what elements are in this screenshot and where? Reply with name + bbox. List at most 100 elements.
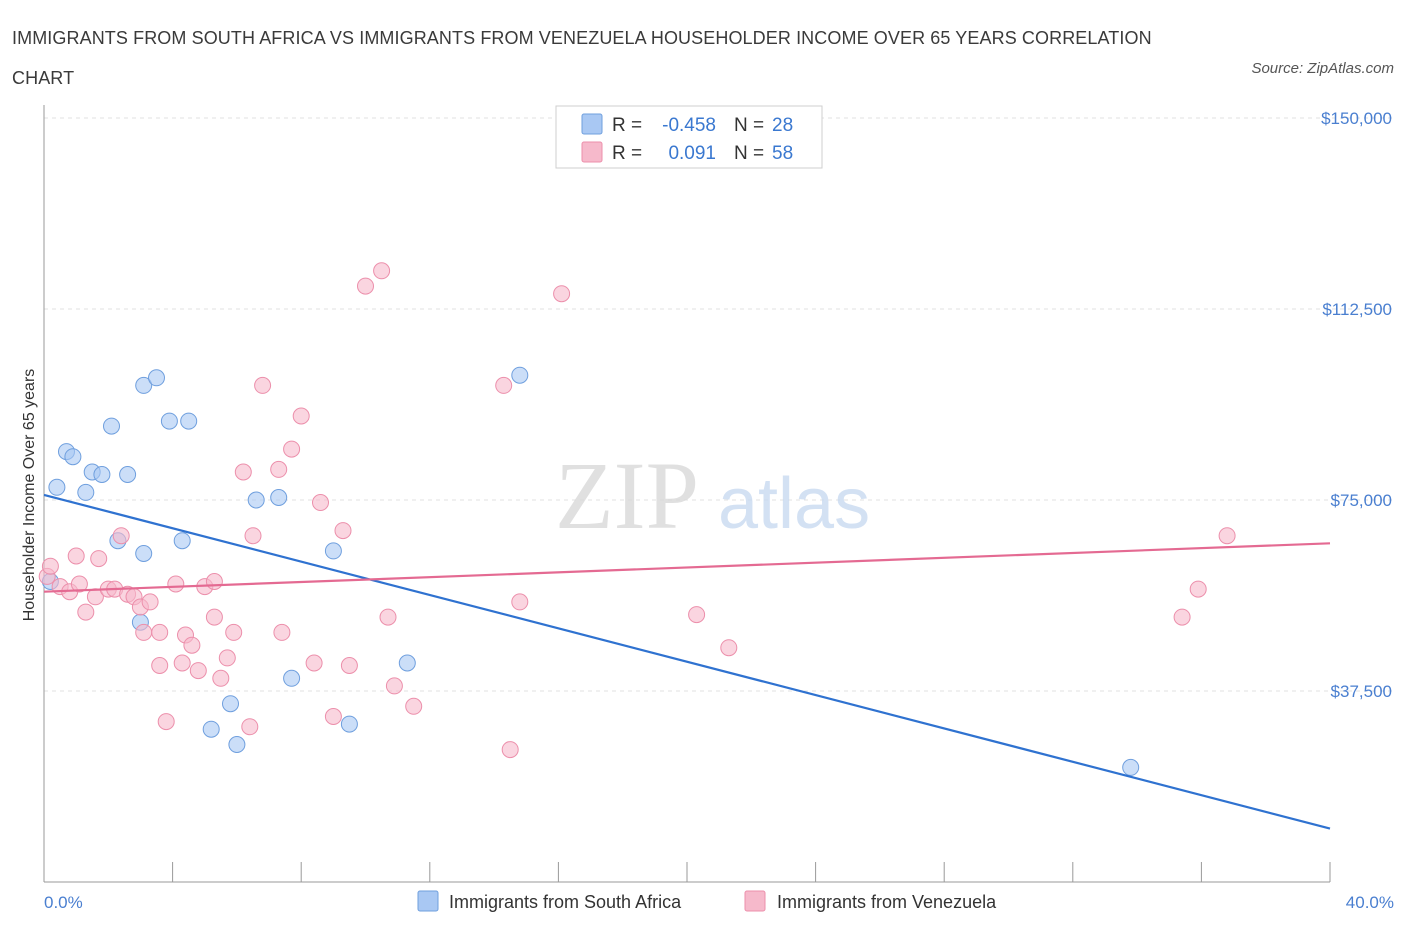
point-series1-20 xyxy=(167,575,185,593)
point-series1-8 xyxy=(90,550,108,568)
trend-line-series1 xyxy=(43,542,1331,593)
point-series0-25 xyxy=(398,654,416,672)
x-min-label: 0.0% xyxy=(44,893,83,912)
point-series1-37 xyxy=(283,440,301,458)
point-series1-35 xyxy=(270,460,288,478)
trend-lines xyxy=(43,493,1331,830)
series-legend: Immigrants from South Africa Immigrants … xyxy=(417,890,997,912)
point-series1-19 xyxy=(157,713,175,731)
point-series1-55 xyxy=(1173,608,1191,626)
point-series1-56 xyxy=(1189,580,1207,598)
legend-r-label-1: R = xyxy=(612,115,642,136)
legend-r-value-2: 0.091 xyxy=(668,143,716,164)
point-series1-54 xyxy=(720,639,738,657)
point-series1-49 xyxy=(495,376,513,394)
point-series1-31 xyxy=(234,463,252,481)
point-series1-1 xyxy=(41,557,59,575)
point-series1-6 xyxy=(77,603,95,621)
point-series0-23 xyxy=(324,542,342,560)
point-series1-21 xyxy=(173,654,191,672)
y-tick-label-1: $75,000 xyxy=(1331,491,1392,510)
point-series0-3 xyxy=(64,448,82,466)
point-series1-17 xyxy=(151,623,169,641)
point-series1-46 xyxy=(379,608,397,626)
point-series0-1 xyxy=(48,478,66,496)
point-series1-16 xyxy=(141,593,159,611)
legend-n-value-1: 28 xyxy=(772,115,793,136)
y-tick-label-3: $150,000 xyxy=(1321,109,1392,128)
point-series1-4 xyxy=(67,547,85,565)
point-series0-14 xyxy=(160,412,178,430)
point-series1-45 xyxy=(373,262,391,280)
point-series1-48 xyxy=(405,697,423,715)
point-series0-7 xyxy=(103,417,120,435)
legend-swatch-south-africa xyxy=(581,113,603,135)
legend-swatch-venezuela xyxy=(581,141,603,163)
y-tick-label-0: $37,500 xyxy=(1331,682,1392,701)
source-label: Source: ZipAtlas.com xyxy=(1251,60,1394,77)
point-series0-16 xyxy=(180,412,198,430)
point-series0-17 xyxy=(202,720,220,738)
point-series1-15 xyxy=(135,623,153,641)
point-series1-11 xyxy=(112,527,130,545)
point-series1-29 xyxy=(218,649,236,667)
legend-n-value-2: 58 xyxy=(772,143,793,164)
point-series0-20 xyxy=(247,491,265,509)
point-series0-13 xyxy=(148,369,165,387)
point-series1-28 xyxy=(212,669,230,687)
point-series0-24 xyxy=(340,715,358,733)
legend-n-label-2: N = xyxy=(734,143,764,164)
point-series1-18 xyxy=(151,657,169,674)
series-legend-south-africa: Immigrants from South Africa xyxy=(449,892,682,912)
point-series1-33 xyxy=(244,527,262,545)
legend-r-label-2: R = xyxy=(612,143,642,164)
point-series1-27 xyxy=(205,573,223,590)
legend-n-label-1: N = xyxy=(734,115,764,136)
point-series1-53 xyxy=(688,606,706,624)
point-series1-30 xyxy=(225,623,243,641)
point-series1-23 xyxy=(183,636,201,654)
series-legend-venezuela: Immigrants from Venezuela xyxy=(777,892,997,912)
point-series0-15 xyxy=(173,532,191,550)
point-series1-57 xyxy=(1218,527,1236,545)
point-series1-50 xyxy=(501,741,519,759)
point-series0-21 xyxy=(270,489,288,506)
point-series1-42 xyxy=(334,522,352,540)
point-series1-40 xyxy=(312,494,329,511)
point-series1-24 xyxy=(189,662,207,680)
y-axis-label: Householder Income Over 65 years xyxy=(21,369,38,622)
point-series1-32 xyxy=(241,718,259,736)
point-series1-41 xyxy=(324,708,342,725)
point-series0-18 xyxy=(222,695,239,713)
series-legend-swatch-south-africa xyxy=(417,890,439,912)
point-series0-26 xyxy=(511,366,529,384)
point-series1-26 xyxy=(205,608,223,626)
gridlines xyxy=(44,117,1394,692)
point-series1-36 xyxy=(273,623,291,641)
trend-line-series0 xyxy=(43,493,1331,830)
stats-legend: R = -0.458 N = 28 R = 0.091 N = 58 xyxy=(555,105,823,169)
point-series1-43 xyxy=(340,657,358,674)
watermark-atlas: atlas xyxy=(718,464,870,544)
point-series1-51 xyxy=(511,593,529,611)
point-series1-47 xyxy=(385,677,403,695)
axes xyxy=(43,105,1331,883)
y-tick-label-2: $112,500 xyxy=(1322,300,1392,319)
x-max-label: 40.0% xyxy=(1346,893,1394,912)
point-series0-12 xyxy=(135,376,153,394)
series-legend-swatch-venezuela xyxy=(744,890,766,912)
scatter-points xyxy=(38,262,1236,776)
watermark-zip: ZIP xyxy=(555,442,699,549)
point-series1-52 xyxy=(553,285,571,303)
point-series1-39 xyxy=(305,654,323,672)
point-series1-34 xyxy=(254,376,272,394)
point-series0-19 xyxy=(228,736,246,753)
chart-title: IMMIGRANTS FROM SOUTH AFRICA VS IMMIGRAN… xyxy=(12,28,1152,88)
point-series0-4 xyxy=(77,483,95,501)
point-series0-9 xyxy=(119,466,137,483)
point-series0-11 xyxy=(135,545,153,562)
point-series1-5 xyxy=(70,575,88,593)
point-series1-44 xyxy=(357,277,374,295)
legend-r-value-1: -0.458 xyxy=(662,115,716,136)
